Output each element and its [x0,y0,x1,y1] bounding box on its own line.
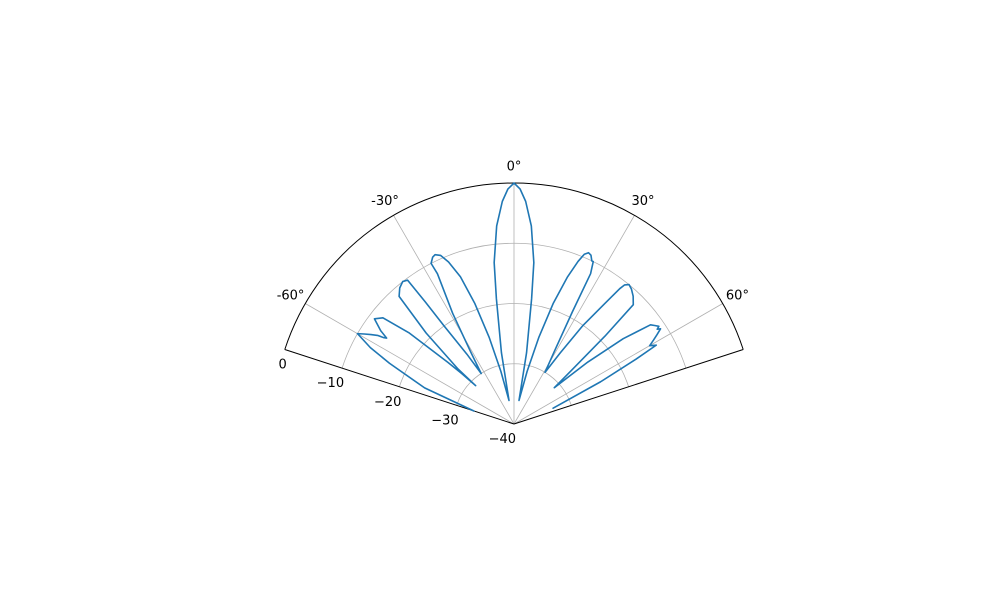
grid-layer [305,183,723,425]
theta-grid-line-1 [393,215,515,425]
theta-tick-label: 60° [726,289,749,304]
theta-grid-line-4 [513,303,723,425]
theta-tick-label: 30° [631,194,654,209]
theta-tick-label: 0° [507,160,522,175]
edge-spine-1 [513,349,744,425]
theta-tick-label: -30° [371,194,399,209]
theta-grid-line-0 [305,303,515,425]
series-line-0 [356,182,662,412]
tick-labels: -60° -30° 0° 30° 60° −40 −30 −20 −10 0 [277,160,749,448]
theta-tick-label: -60° [277,289,305,304]
r-tick-label: 0 [279,358,287,373]
series-layer [356,182,662,412]
r-tick-label: −40 [489,432,516,447]
r-tick-label: −30 [431,413,458,428]
edge-spine-0 [284,349,515,425]
r-tick-label: −10 [317,376,344,391]
r-tick-label: −20 [374,395,401,410]
theta-grid-line-3 [513,215,635,425]
